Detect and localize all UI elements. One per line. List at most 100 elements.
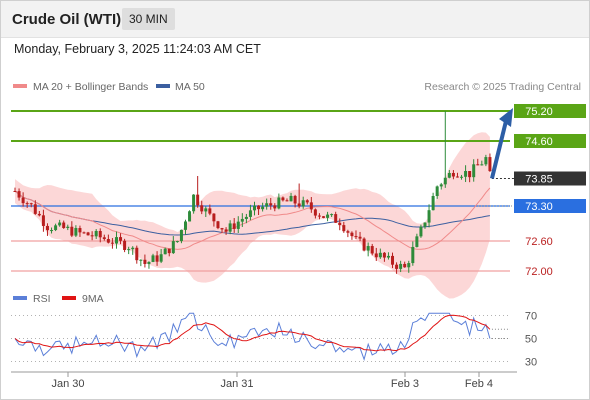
candle-body-38 bbox=[167, 248, 171, 254]
candle-body-46 bbox=[200, 205, 204, 212]
candle-body-32 bbox=[143, 259, 147, 264]
candle-body-100 bbox=[419, 226, 423, 237]
candle-body-99 bbox=[415, 236, 419, 247]
candle-body-41 bbox=[179, 229, 183, 242]
rsi-ma-line bbox=[14, 314, 491, 352]
legend-swatch-rsi-ma bbox=[62, 296, 76, 300]
candle-body-104 bbox=[435, 186, 439, 196]
candle-body-47 bbox=[204, 208, 208, 212]
target-arrow-head bbox=[499, 108, 513, 127]
candle-body-15 bbox=[74, 228, 78, 236]
current-price-label: 73.85 bbox=[525, 174, 553, 186]
candle-body-8 bbox=[45, 225, 49, 231]
candle-body-7 bbox=[41, 215, 45, 226]
legend-swatch-ma50 bbox=[156, 84, 170, 88]
candle-body-3 bbox=[25, 203, 29, 205]
candle-body-70 bbox=[297, 203, 301, 207]
legend-label-ma50: MA 50 bbox=[175, 81, 205, 93]
rsi-tick-0: 70 bbox=[525, 311, 537, 323]
candle-body-77 bbox=[326, 214, 330, 218]
candle-body-94 bbox=[395, 264, 399, 269]
candle-body-53 bbox=[228, 223, 232, 232]
legend-swatch-ma20 bbox=[13, 84, 27, 88]
candle-body-111 bbox=[464, 170, 468, 177]
candle-body-0 bbox=[13, 191, 17, 192]
candle-body-93 bbox=[391, 255, 395, 265]
candle-body-69 bbox=[293, 195, 297, 204]
candle-body-43 bbox=[188, 211, 192, 222]
candle-body-27 bbox=[123, 240, 127, 250]
candle-body-61 bbox=[261, 206, 265, 210]
legend-label-ma20: MA 20 + Bollinger Bands bbox=[33, 81, 148, 93]
candle-body-97 bbox=[407, 263, 411, 268]
level-label-4: 72.00 bbox=[525, 266, 553, 278]
candle-body-30 bbox=[135, 247, 139, 261]
candle-body-113 bbox=[472, 164, 476, 178]
candle-body-23 bbox=[106, 239, 110, 243]
bollinger-band bbox=[15, 132, 490, 299]
candle-body-33 bbox=[147, 261, 151, 264]
target-arrow-shaft bbox=[489, 120, 508, 179]
candle-body-63 bbox=[269, 203, 273, 206]
candle-body-59 bbox=[253, 205, 256, 211]
candle-body-55 bbox=[236, 221, 240, 229]
candle-body-109 bbox=[455, 176, 459, 178]
timeframe-badge[interactable]: 30 MIN bbox=[122, 8, 175, 30]
candle-body-2 bbox=[21, 197, 25, 204]
candle-body-87 bbox=[366, 246, 370, 251]
candle-body-106 bbox=[443, 177, 447, 185]
candle-body-29 bbox=[131, 247, 135, 250]
candle-body-44 bbox=[192, 194, 196, 212]
rsi-tick-2: 30 bbox=[525, 357, 537, 369]
x-tick-label-1: Jan 31 bbox=[220, 378, 253, 390]
level-label-0: 75.20 bbox=[525, 106, 553, 118]
legend-swatch-rsi bbox=[13, 296, 27, 300]
current-price-box bbox=[514, 171, 586, 186]
candle-body-35 bbox=[155, 255, 159, 262]
candle-body-13 bbox=[66, 226, 70, 228]
candle-body-66 bbox=[281, 197, 285, 201]
candle-body-114 bbox=[476, 164, 480, 166]
candle-body-20 bbox=[94, 230, 98, 237]
chart-header: Crude Oil (WTI) 30 MIN bbox=[1, 1, 589, 38]
candle-body-9 bbox=[50, 230, 54, 232]
candle-body-26 bbox=[119, 237, 123, 241]
ma50-line bbox=[14, 190, 490, 236]
candle-body-57 bbox=[244, 216, 248, 219]
candle-body-42 bbox=[183, 221, 187, 230]
candle-body-56 bbox=[240, 218, 244, 222]
candle-body-54 bbox=[232, 223, 236, 229]
candle-body-19 bbox=[90, 235, 94, 237]
candle-body-31 bbox=[139, 259, 143, 261]
candle-body-73 bbox=[309, 202, 313, 210]
candle-body-36 bbox=[159, 254, 163, 262]
candle-body-88 bbox=[370, 246, 374, 254]
candle-body-28 bbox=[127, 249, 131, 251]
candle-body-102 bbox=[427, 210, 431, 223]
candle-body-45 bbox=[196, 194, 200, 206]
candle-body-6 bbox=[37, 213, 41, 216]
level-label-1: 74.60 bbox=[525, 136, 553, 148]
candle-body-86 bbox=[362, 238, 366, 251]
candle-body-74 bbox=[313, 209, 317, 216]
candle-body-64 bbox=[273, 205, 277, 209]
candle-body-116 bbox=[484, 157, 488, 165]
candle-body-82 bbox=[346, 231, 350, 233]
candle-body-12 bbox=[62, 222, 66, 228]
candle-body-11 bbox=[58, 222, 62, 226]
candle-body-92 bbox=[386, 255, 390, 258]
candle-body-81 bbox=[342, 225, 346, 232]
candle-body-75 bbox=[317, 215, 321, 217]
candle-body-65 bbox=[277, 197, 281, 209]
candle-body-25 bbox=[114, 237, 118, 244]
candle-body-68 bbox=[289, 195, 293, 202]
candle-body-22 bbox=[102, 237, 106, 240]
candle-body-71 bbox=[301, 200, 305, 207]
candle-body-89 bbox=[374, 253, 378, 258]
level-box-0 bbox=[514, 104, 586, 118]
candle-body-79 bbox=[334, 214, 338, 223]
candle-body-58 bbox=[248, 210, 252, 217]
legend-label-rsi: RSI bbox=[33, 293, 51, 305]
candle-body-105 bbox=[439, 184, 443, 187]
